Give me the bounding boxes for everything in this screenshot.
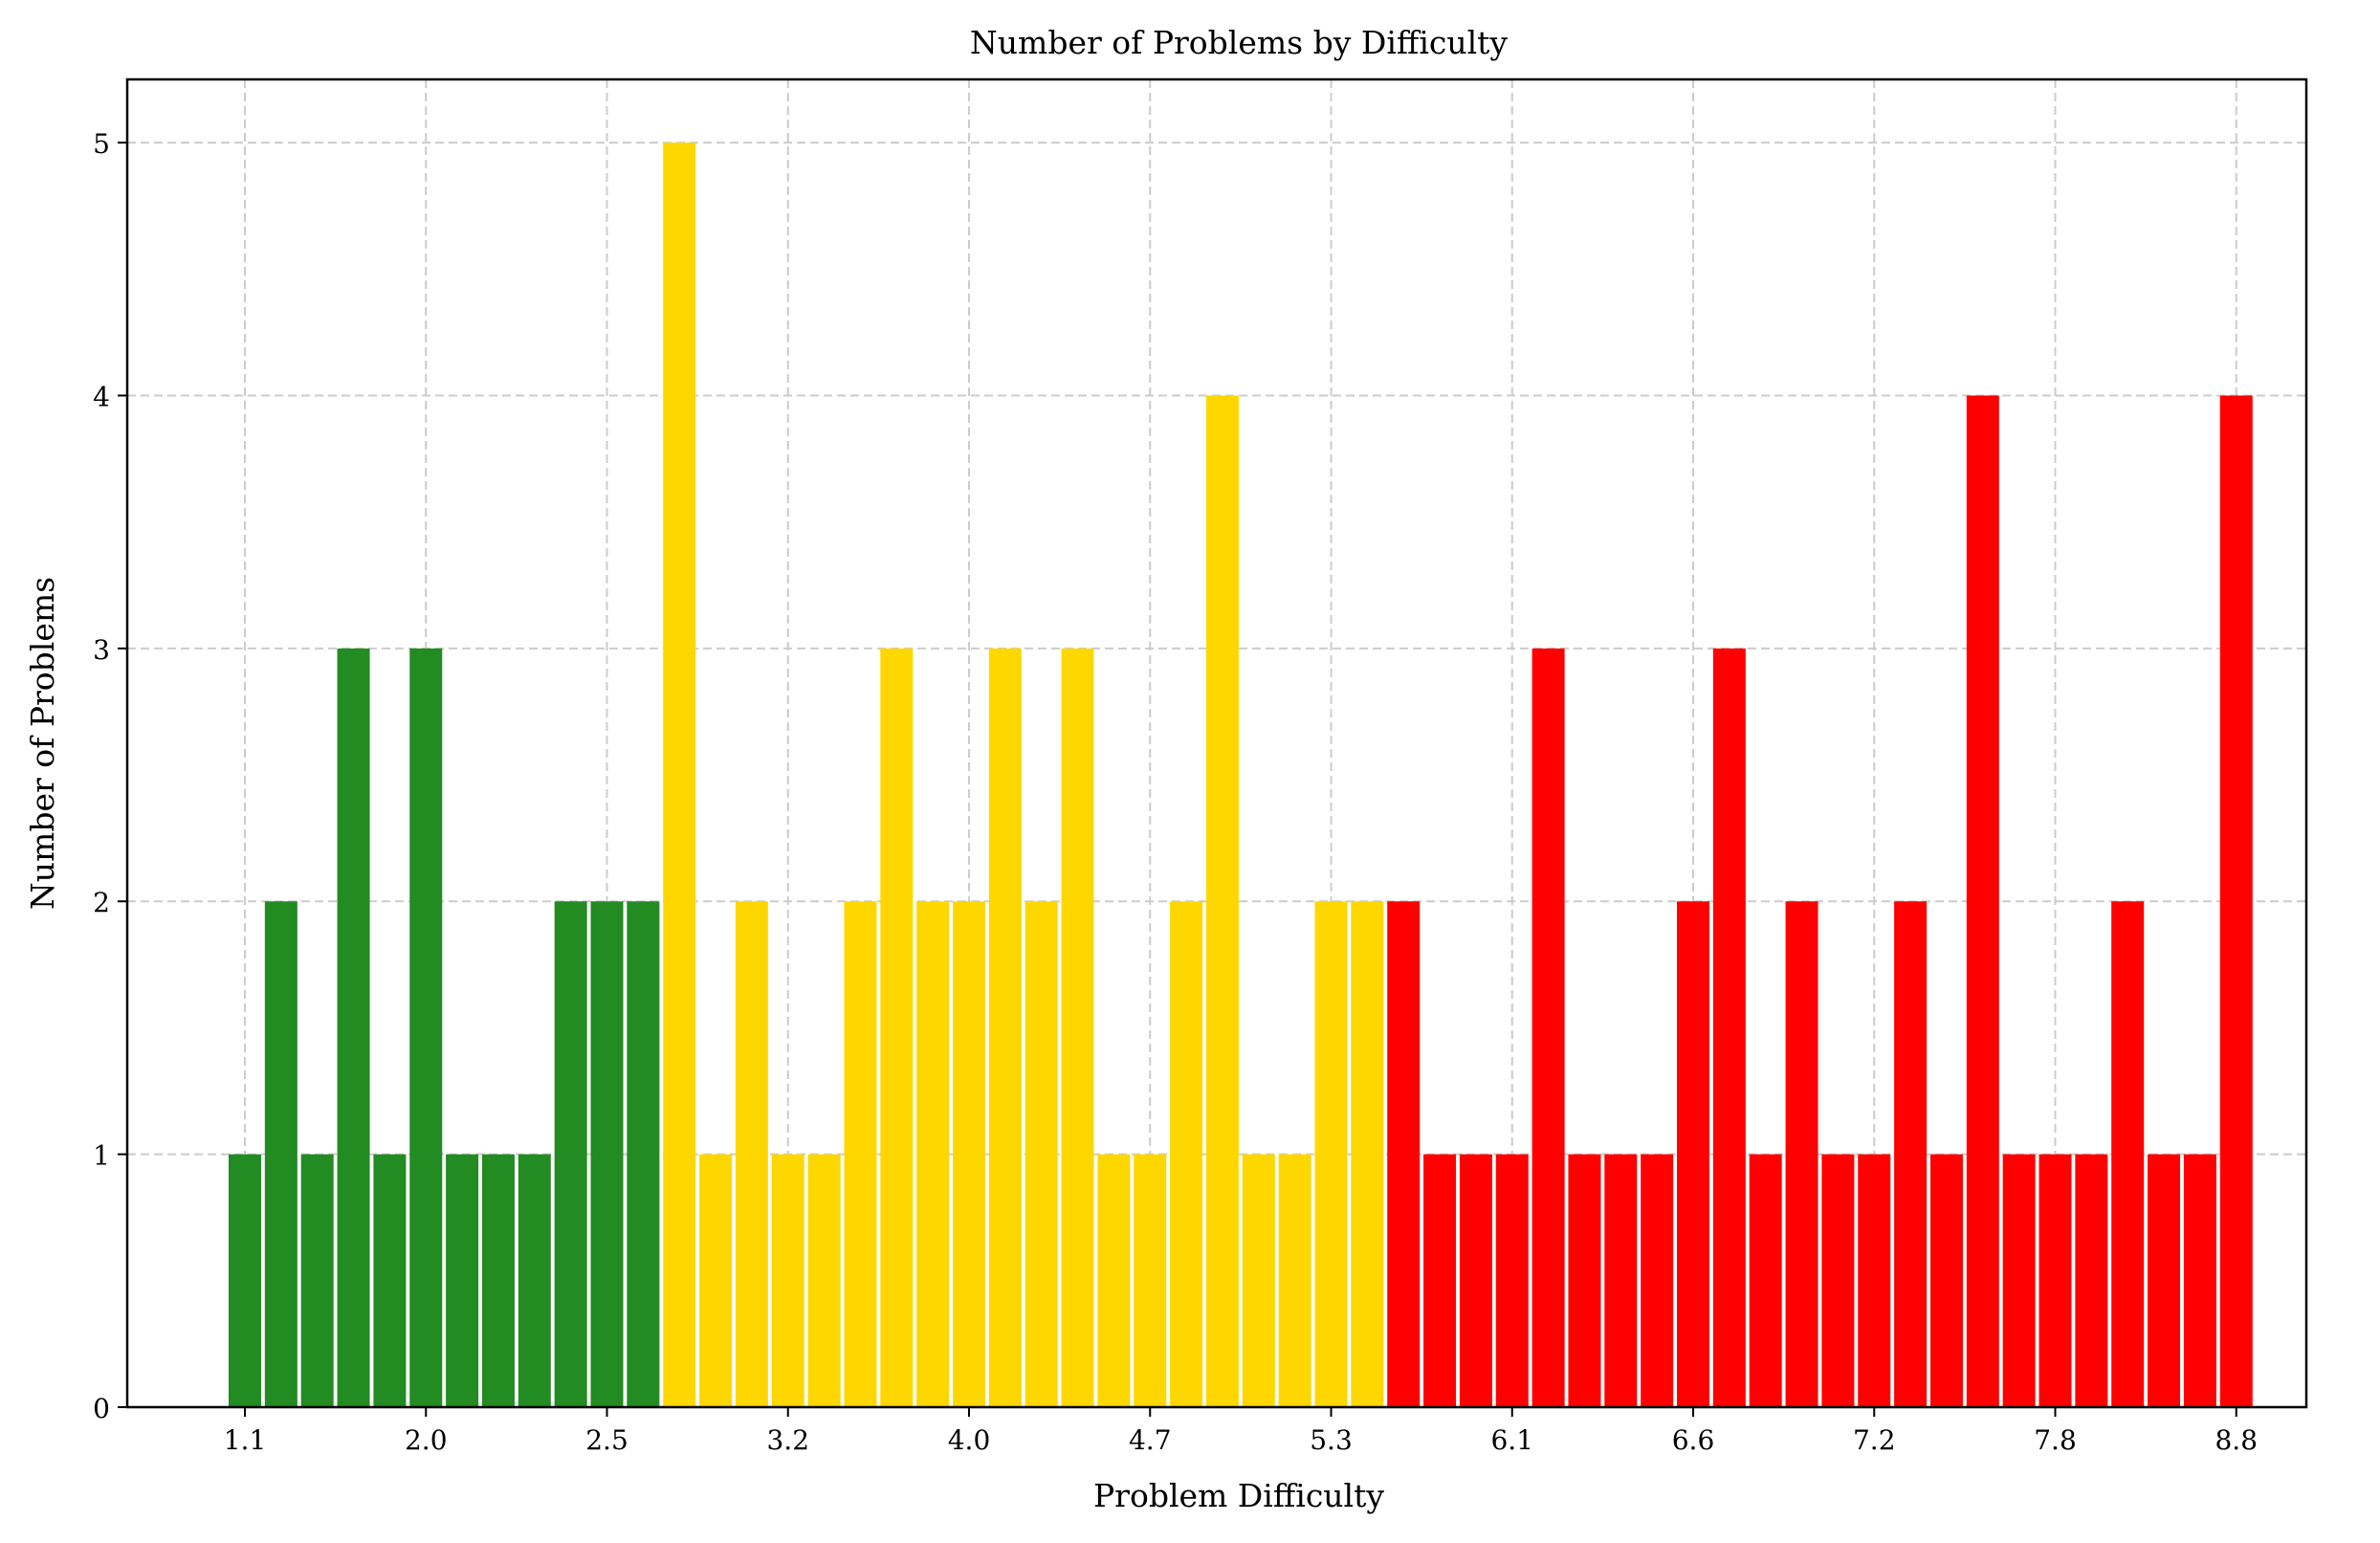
y-tick-label: 1 xyxy=(93,1140,110,1172)
bar xyxy=(1170,901,1203,1407)
bar xyxy=(518,1154,551,1407)
bar xyxy=(1097,1154,1131,1407)
bar xyxy=(373,1154,407,1407)
bar xyxy=(1894,901,1928,1407)
bars xyxy=(229,143,2253,1408)
bar xyxy=(1134,1154,1167,1407)
bar xyxy=(300,1154,334,1407)
bar xyxy=(446,1154,479,1407)
bar xyxy=(807,1154,841,1407)
bar xyxy=(1061,648,1094,1407)
bar xyxy=(953,901,985,1407)
bar xyxy=(481,1154,515,1407)
bar xyxy=(916,901,950,1407)
bar xyxy=(699,1154,733,1407)
bar xyxy=(1749,1154,1782,1407)
bar xyxy=(1929,1154,1963,1407)
bar xyxy=(337,648,370,1407)
bar xyxy=(1966,395,1999,1407)
bar xyxy=(2111,901,2145,1407)
y-tick-label: 3 xyxy=(93,634,110,666)
x-tick-label: 7.2 xyxy=(1853,1424,1896,1456)
bar xyxy=(590,901,624,1407)
bar xyxy=(264,901,298,1407)
bar xyxy=(1604,1154,1638,1407)
bar xyxy=(1641,1154,1674,1407)
bar xyxy=(1821,1154,1855,1407)
plot-frame xyxy=(125,77,2308,1409)
x-axis-label: Problem Difficulty xyxy=(1093,1477,1384,1514)
bar xyxy=(1351,901,1384,1407)
bar xyxy=(663,143,696,1408)
x-tick-label: 6.1 xyxy=(1490,1424,1533,1456)
x-tick-label: 8.8 xyxy=(2215,1424,2258,1456)
bar xyxy=(1387,901,1421,1407)
bar xyxy=(1423,1154,1457,1407)
bar xyxy=(844,901,877,1407)
bar xyxy=(627,901,660,1407)
bar xyxy=(880,648,914,1407)
y-tick-label: 0 xyxy=(93,1393,110,1424)
bar xyxy=(1459,1154,1492,1407)
bar xyxy=(2038,1154,2072,1407)
bar xyxy=(2219,395,2253,1407)
bar xyxy=(988,648,1022,1407)
bar xyxy=(229,1154,261,1407)
bar xyxy=(1677,901,1709,1407)
y-tick-label: 2 xyxy=(93,887,110,918)
bar xyxy=(1712,648,1746,1407)
bar xyxy=(735,901,768,1407)
bar xyxy=(1495,1154,1529,1407)
bar xyxy=(1025,901,1058,1407)
y-tick-label: 4 xyxy=(93,381,110,412)
bar xyxy=(1532,648,1565,1407)
bar xyxy=(2148,1154,2181,1407)
bar xyxy=(1858,1154,1891,1407)
x-tick-label: 4.0 xyxy=(948,1424,991,1456)
x-tick-label: 1.1 xyxy=(224,1424,267,1456)
bar xyxy=(2002,1154,2036,1407)
ticks: 0 1 2 3 4 5 1.1 2.0 2.5 3.2 4.0 4.7 5.3 6.1 6.6 7.2 7.8 8… xyxy=(93,128,2258,1456)
y-axis-label: Number of Problems xyxy=(24,577,61,910)
x-tick-label: 2.5 xyxy=(585,1424,628,1456)
bar xyxy=(1278,1154,1311,1407)
bar xyxy=(1568,1154,1601,1407)
bar xyxy=(1205,395,1239,1407)
bar xyxy=(554,901,587,1407)
bar xyxy=(1785,901,1818,1407)
bar xyxy=(1314,901,1348,1407)
bar xyxy=(1242,1154,1275,1407)
bar xyxy=(2075,1154,2108,1407)
x-tick-label: 2.0 xyxy=(405,1424,448,1456)
x-tick-label: 4.7 xyxy=(1129,1424,1172,1456)
chart-title: Number of Problems by Difficulty xyxy=(970,24,1509,61)
x-tick-label: 7.8 xyxy=(2034,1424,2077,1456)
bar xyxy=(771,1154,804,1407)
x-tick-label: 3.2 xyxy=(766,1424,809,1456)
y-tick-label: 5 xyxy=(93,128,110,160)
bar xyxy=(409,648,443,1407)
bar xyxy=(2183,1154,2216,1407)
x-tick-label: 6.6 xyxy=(1672,1424,1715,1456)
x-tick-label: 5.3 xyxy=(1310,1424,1353,1456)
